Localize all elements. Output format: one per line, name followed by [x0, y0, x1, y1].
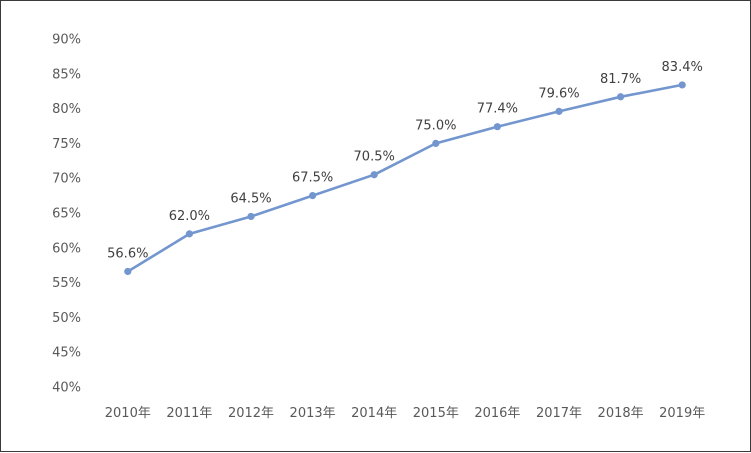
- y-tick-label: 55%: [52, 276, 81, 291]
- y-tick-label: 80%: [52, 102, 81, 117]
- series-layer: [124, 81, 686, 276]
- x-tick-label: 2014年: [351, 406, 397, 421]
- data-point: [678, 81, 686, 89]
- data-label: 64.5%: [230, 191, 271, 206]
- y-tick-label: 60%: [52, 241, 81, 256]
- y-axis: 40% 45% 50% 55% 60% 65% 70% 75% 80% 85% 90%: [52, 33, 81, 396]
- data-point: [185, 230, 193, 238]
- data-label: 67.5%: [292, 171, 333, 186]
- y-tick-label: 50%: [52, 311, 81, 326]
- data-point: [309, 192, 317, 200]
- y-tick-label: 75%: [52, 137, 81, 152]
- data-point: [370, 171, 378, 179]
- y-tick-label: 65%: [52, 207, 81, 222]
- x-axis: 2010年 2011年 2012年 2013年 2014年 2015年 2016年 2017年…: [105, 406, 705, 421]
- data-point: [555, 107, 563, 115]
- data-point: [247, 212, 255, 221]
- y-tick-label: 90%: [52, 33, 81, 48]
- data-point: [493, 123, 501, 131]
- x-tick-label: 2017年: [536, 406, 582, 421]
- x-tick-label: 2018年: [598, 406, 644, 421]
- y-tick-label: 45%: [52, 346, 81, 361]
- data-label: 81.7%: [600, 72, 641, 87]
- data-point: [124, 267, 132, 276]
- data-label: 75.0%: [415, 118, 456, 133]
- data-point: [617, 93, 625, 101]
- series-line: [126, 83, 684, 273]
- y-tick-label: 70%: [52, 172, 81, 187]
- data-label: 62.0%: [169, 209, 210, 224]
- x-tick-label: 2010年: [105, 406, 151, 421]
- data-point: [432, 139, 440, 147]
- data-label: 56.6%: [107, 246, 148, 261]
- x-tick-label: 2016年: [474, 406, 520, 421]
- x-tick-label: 2019年: [659, 406, 705, 421]
- data-label: 77.4%: [477, 102, 518, 117]
- data-label: 79.6%: [538, 86, 579, 101]
- x-tick-label: 2013年: [290, 406, 336, 421]
- data-label-layer: 56.6% 62.0% 64.5% 67.5% 70.5% 75.0% 77.4% 79.6%…: [107, 60, 703, 262]
- y-tick-label: 85%: [52, 67, 81, 82]
- data-label: 83.4%: [662, 60, 703, 75]
- x-tick-label: 2012年: [228, 406, 274, 421]
- y-tick-label: 40%: [52, 381, 81, 396]
- x-tick-label: 2015年: [413, 406, 459, 421]
- x-tick-label: 2011年: [166, 406, 212, 421]
- data-label: 70.5%: [354, 150, 395, 165]
